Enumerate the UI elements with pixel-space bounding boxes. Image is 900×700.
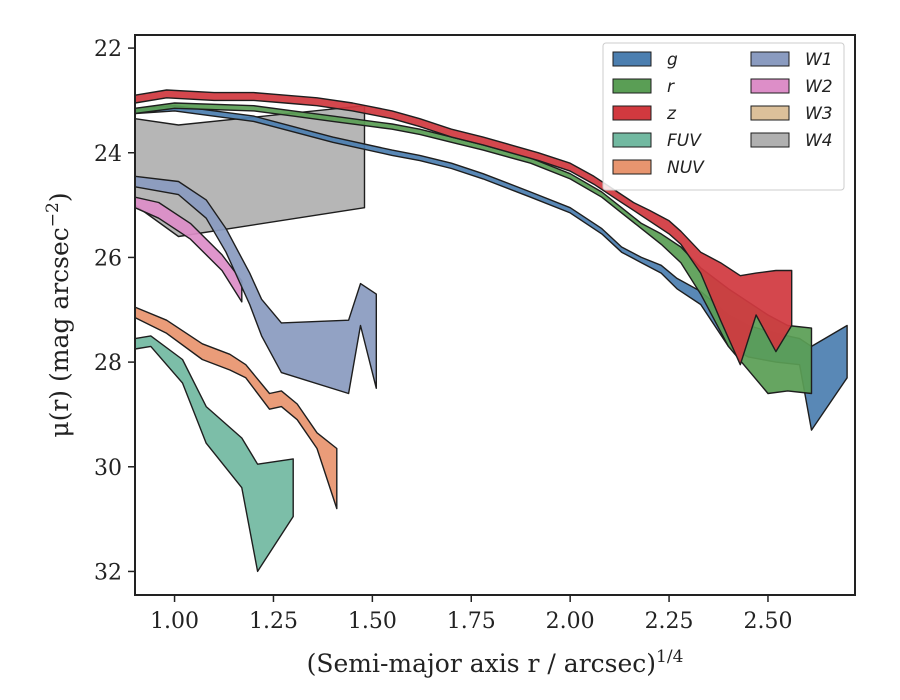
band-z (135, 89, 793, 366)
y-tick-label: 32 (94, 560, 122, 585)
legend: grz FUV NUV W1 W2 W3 W4 (602, 42, 845, 191)
y-tick-label: 28 (94, 351, 122, 376)
legend-swatch-w1 (750, 51, 790, 67)
legend-swatch-w3 (750, 105, 790, 121)
y-axis-title-exponent: −2 (43, 202, 63, 227)
legend-swatch-nuv (612, 159, 652, 175)
band-fuv (135, 335, 294, 573)
legend-label-fuv: FUV (667, 131, 702, 151)
x-tick-label: 1.25 (249, 609, 298, 634)
plot-frame (134, 34, 856, 596)
legend-label-w4: W4 (805, 131, 833, 151)
x-tick-label: 1.00 (150, 609, 199, 634)
x-tick-label: 2.25 (645, 609, 694, 634)
y-tick-label: 30 (94, 456, 122, 481)
band-nuv (135, 306, 338, 510)
x-tick-label: 2.50 (743, 609, 792, 634)
x-tick-label: 2.00 (546, 609, 595, 634)
legend-label-r: r (667, 77, 675, 97)
x-axis-title-text: (Semi-major axis r / arcsec) (307, 649, 656, 678)
legend-label-w3: W3 (805, 104, 833, 124)
legend-swatch-w2 (750, 78, 790, 94)
legend-label-z: z (666, 104, 677, 124)
y-axis-title: μ(r) (mag arcsec−2) (43, 192, 74, 437)
legend-swatch-z (612, 105, 652, 121)
y-tick-label: 26 (94, 246, 122, 271)
legend-label-w2: W2 (805, 77, 833, 97)
legend-label-g: g (667, 50, 678, 70)
legend-swatch-r (612, 78, 652, 94)
y-tick-label: 24 (94, 142, 122, 167)
legend-swatch-w4 (750, 132, 790, 148)
x-axis-title-exponent: 1/4 (656, 647, 683, 667)
x-tick-label: 1.75 (447, 609, 496, 634)
y-axis-title-suffix: ) (45, 192, 74, 202)
legend-swatch-g (612, 51, 652, 67)
legend-swatch-fuv (612, 132, 652, 148)
x-axis-title: (Semi-major axis r / arcsec)1/4 (307, 647, 684, 678)
legend-label-w1: W1 (805, 50, 833, 70)
band-w2 (135, 196, 243, 303)
legend-label-nuv: NUV (667, 158, 705, 178)
band-w1 (135, 175, 377, 395)
band-g (135, 104, 848, 431)
x-tick-label: 1.50 (348, 609, 397, 634)
y-tick-label: 22 (94, 37, 122, 62)
y-axis-title-text: μ(r) (mag arcsec (45, 227, 74, 437)
